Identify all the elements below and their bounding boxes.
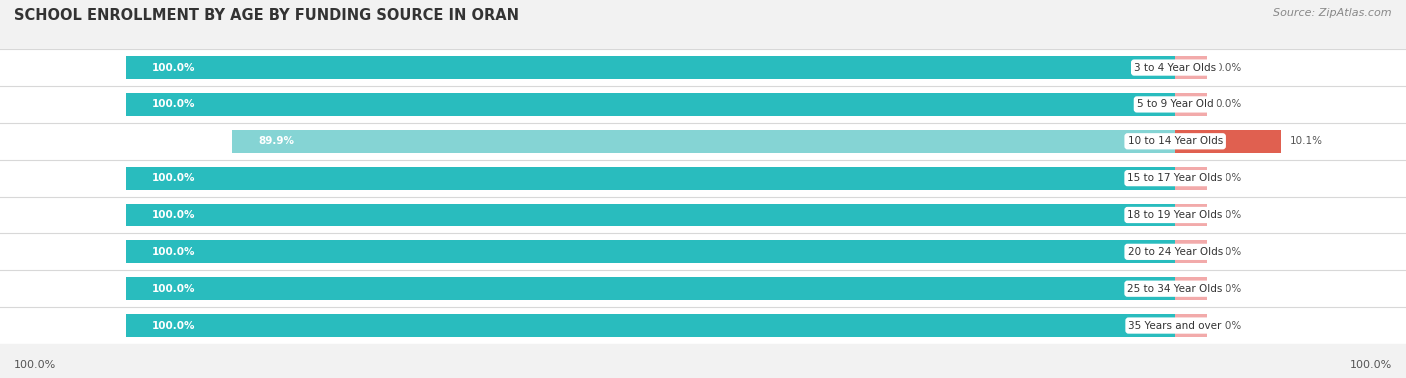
- Text: 25 to 34 Year Olds: 25 to 34 Year Olds: [1128, 284, 1223, 294]
- Text: 0.0%: 0.0%: [1215, 284, 1241, 294]
- Text: 10.1%: 10.1%: [1289, 136, 1323, 146]
- Text: 35 Years and over: 35 Years and over: [1129, 321, 1222, 330]
- Text: 100.0%: 100.0%: [152, 99, 195, 109]
- Bar: [1175, 314, 1206, 337]
- Text: 0.0%: 0.0%: [1215, 247, 1241, 257]
- Bar: [1175, 93, 1206, 116]
- Bar: [1175, 277, 1206, 300]
- Text: 15 to 17 Year Olds: 15 to 17 Year Olds: [1128, 173, 1223, 183]
- Bar: [127, 277, 1175, 300]
- Bar: [0, 49, 1406, 86]
- Text: 20 to 24 Year Olds: 20 to 24 Year Olds: [1128, 247, 1223, 257]
- Text: 0.0%: 0.0%: [1215, 321, 1241, 330]
- Bar: [127, 204, 1175, 226]
- Bar: [0, 86, 1406, 123]
- Text: 100.0%: 100.0%: [152, 247, 195, 257]
- Text: 100.0%: 100.0%: [152, 284, 195, 294]
- Text: 3 to 4 Year Olds: 3 to 4 Year Olds: [1135, 63, 1216, 73]
- Text: 10 to 14 Year Olds: 10 to 14 Year Olds: [1128, 136, 1223, 146]
- Text: 89.9%: 89.9%: [259, 136, 294, 146]
- Bar: [127, 93, 1175, 116]
- Bar: [127, 240, 1175, 263]
- Bar: [0, 233, 1406, 270]
- Text: SCHOOL ENROLLMENT BY AGE BY FUNDING SOURCE IN ORAN: SCHOOL ENROLLMENT BY AGE BY FUNDING SOUR…: [14, 8, 519, 23]
- Text: 100.0%: 100.0%: [1350, 361, 1392, 370]
- Bar: [127, 56, 1175, 79]
- Bar: [0, 270, 1406, 307]
- Bar: [232, 130, 1175, 153]
- Text: 0.0%: 0.0%: [1215, 210, 1241, 220]
- Text: 100.0%: 100.0%: [152, 321, 195, 330]
- Bar: [0, 123, 1406, 160]
- Text: 100.0%: 100.0%: [152, 210, 195, 220]
- Bar: [1175, 167, 1206, 189]
- Bar: [1175, 240, 1206, 263]
- Bar: [127, 314, 1175, 337]
- Text: 0.0%: 0.0%: [1215, 99, 1241, 109]
- Bar: [1175, 204, 1206, 226]
- Bar: [0, 160, 1406, 197]
- Text: 100.0%: 100.0%: [14, 361, 56, 370]
- Bar: [0, 307, 1406, 344]
- Text: 18 to 19 Year Olds: 18 to 19 Year Olds: [1128, 210, 1223, 220]
- Bar: [0, 197, 1406, 233]
- Text: 100.0%: 100.0%: [152, 173, 195, 183]
- Text: Source: ZipAtlas.com: Source: ZipAtlas.com: [1274, 8, 1392, 17]
- Text: 0.0%: 0.0%: [1215, 63, 1241, 73]
- Text: 100.0%: 100.0%: [152, 63, 195, 73]
- Text: 5 to 9 Year Old: 5 to 9 Year Old: [1137, 99, 1213, 109]
- Bar: [1175, 56, 1206, 79]
- Text: 0.0%: 0.0%: [1215, 173, 1241, 183]
- Bar: [1175, 130, 1281, 153]
- Bar: [127, 167, 1175, 189]
